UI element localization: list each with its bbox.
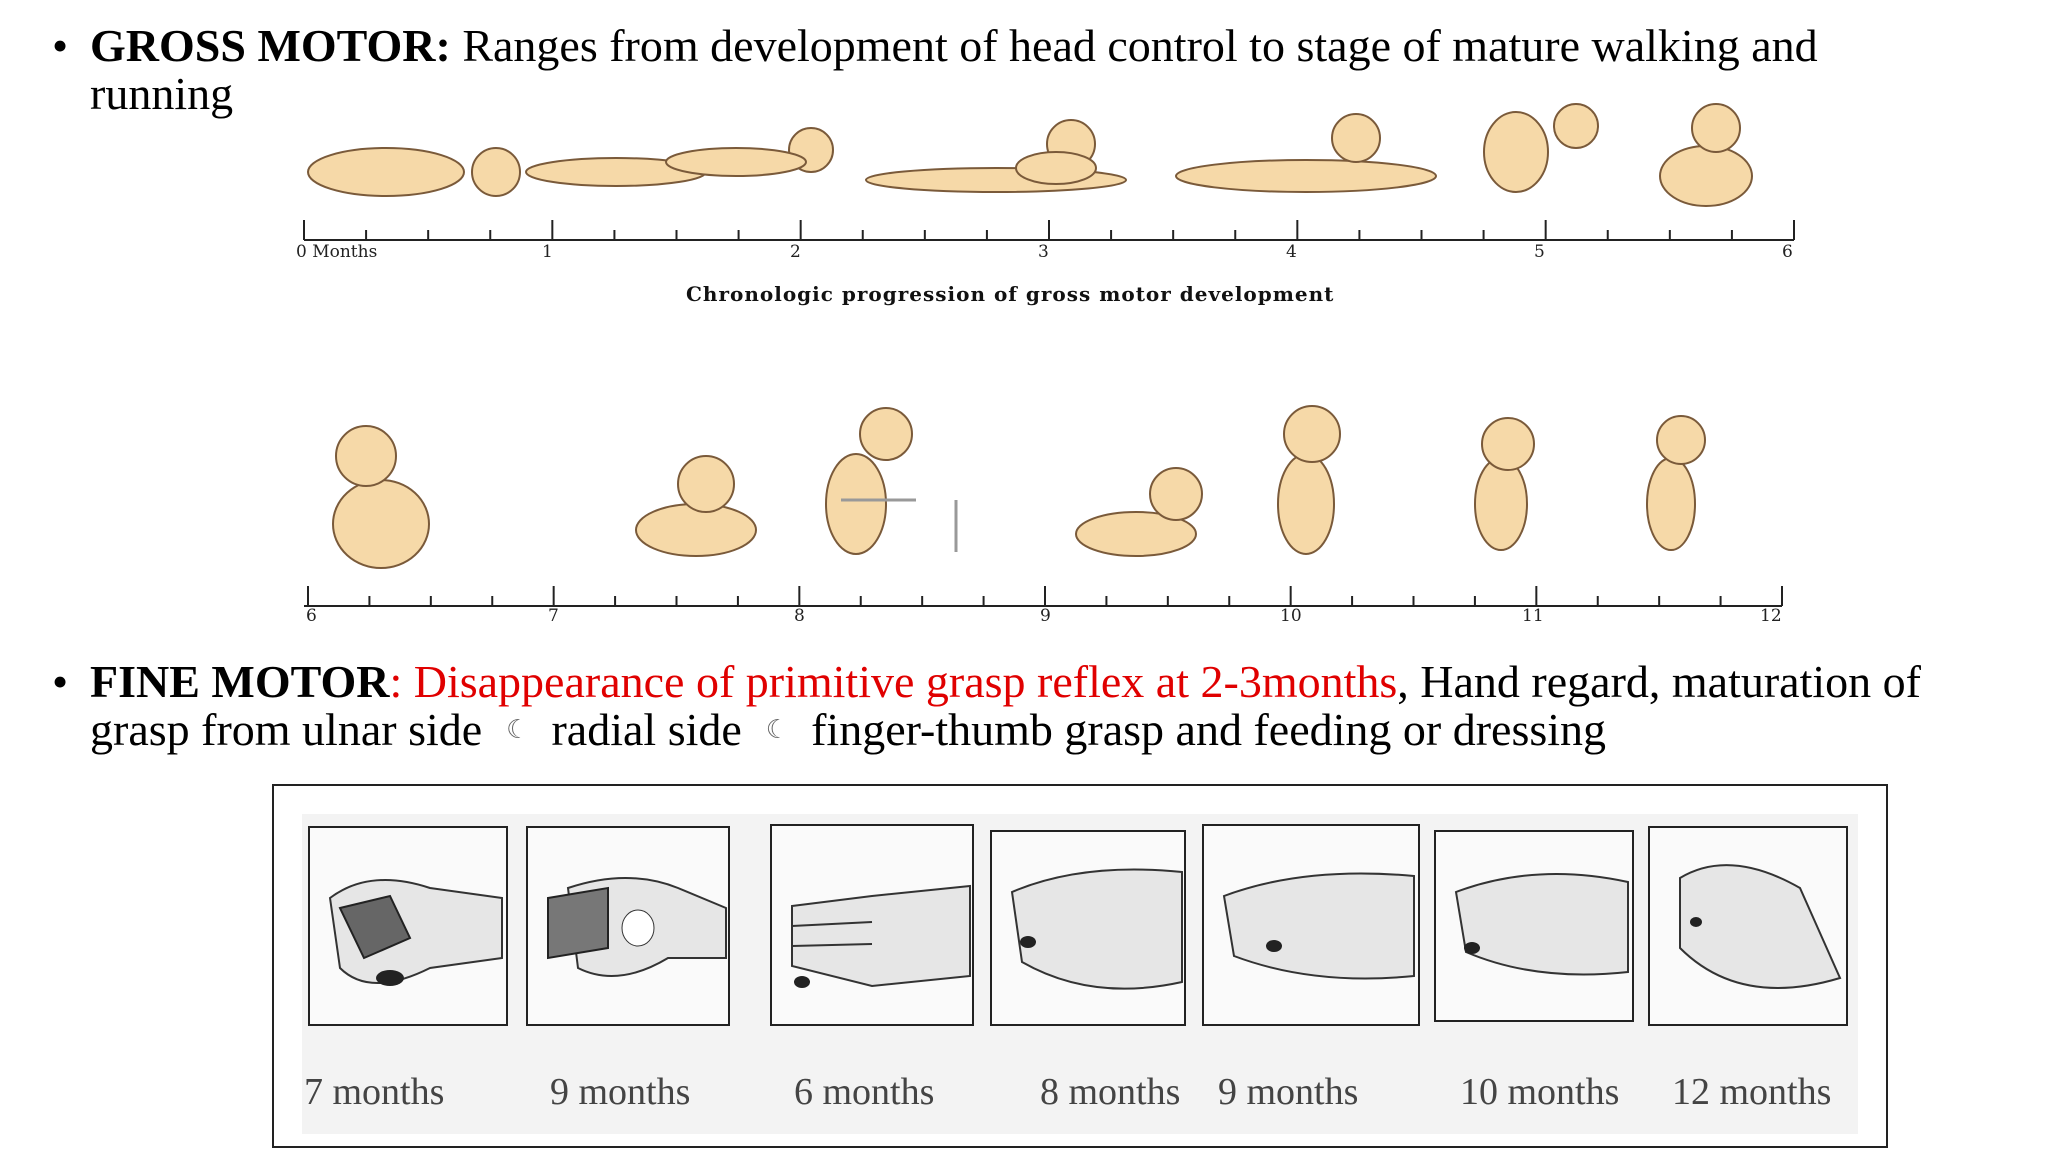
- grasp-panel-3: [770, 824, 974, 1026]
- fine-motor-text: FINE MOTOR: Disappearance of primitive g…: [90, 658, 2048, 754]
- tick-label: 10: [1280, 606, 1302, 626]
- fine-motor-heading: FINE MOTOR: [90, 656, 390, 707]
- tick-label: 1: [542, 242, 553, 262]
- tick-label: 0 Months: [296, 242, 378, 262]
- tick-label: 9: [1040, 606, 1051, 626]
- fine-motor-line2-part2: radial side: [551, 704, 742, 755]
- hand-fine-pincer-grasp-icon: [1679, 864, 1842, 989]
- fine-motor-text-after: , Hand regard, maturation of: [1397, 656, 1921, 707]
- grasp-panel-7: [1648, 826, 1848, 1026]
- hand-pincer-grasp-icon: [1222, 872, 1415, 980]
- grasp-age-label: 8 months: [1040, 1071, 1181, 1113]
- tick-label: 8: [794, 606, 805, 626]
- arrow-icon: ☾: [765, 715, 790, 745]
- grasp-panel-2: [526, 826, 730, 1026]
- hand-pincer-grasp-icon: [1454, 873, 1629, 976]
- grasp-age-label: 12 months: [1672, 1071, 1832, 1113]
- tick-label: 7: [548, 606, 559, 626]
- tick-label: 3: [1038, 242, 1049, 262]
- fine-motor-line2-part3: finger-thumb grasp and feeding or dressi…: [811, 704, 1607, 755]
- hand-cube-grasp-icon: [328, 879, 503, 986]
- grasp-panel-5: [1202, 824, 1420, 1026]
- tick-label: 5: [1534, 242, 1545, 262]
- gross-motor-heading: GROSS MOTOR:: [90, 20, 451, 71]
- grasp-age-label: 10 months: [1460, 1071, 1620, 1113]
- gross-motor-timeline-6-12: 6 7 8 9 10 11 12: [296, 404, 1806, 634]
- tick-label: 2: [790, 242, 801, 262]
- grasp-age-label: 9 months: [1218, 1071, 1359, 1113]
- hand-finger-grasp-icon: [791, 884, 971, 988]
- baby-illustrations-6-12: [304, 405, 1783, 607]
- hand-cube-grasp-icon: [547, 877, 727, 977]
- tick-label: 12: [1760, 606, 1782, 626]
- grasp-panel-4: [990, 830, 1186, 1026]
- hand-pincer-grasp-icon: [1010, 868, 1183, 990]
- baby-illustrations-0-6: [303, 103, 1795, 241]
- timeline-caption: Chronologic progression of gross motor d…: [686, 282, 1335, 306]
- fine-motor-line2-part1: grasp from ulnar side: [90, 704, 483, 755]
- grasp-age-label: 7 months: [304, 1071, 445, 1113]
- fine-motor-red-text: Disappearance of primitive grasp reflex …: [402, 656, 1398, 707]
- grasp-panel-6: [1434, 830, 1634, 1022]
- tick-label: 6: [1782, 242, 1793, 262]
- grasp-illustration-frame: 7 months 9 months 6 months 8 months 9 mo…: [272, 784, 1888, 1148]
- gross-motor-description: Ranges from development of head control …: [462, 20, 1818, 71]
- grasp-panel-1: [308, 826, 508, 1026]
- grasp-age-label: 6 months: [794, 1071, 935, 1113]
- gross-motor-description-line2: running: [90, 68, 234, 119]
- gross-motor-timeline-0-6: 0 Months 1 2 3 4 5 6 Chronologic progres…: [296, 100, 1806, 310]
- gross-motor-text: GROSS MOTOR: Ranges from development of …: [90, 22, 2048, 118]
- bullet-dot: •: [52, 20, 69, 71]
- fine-motor-colon: :: [389, 656, 403, 707]
- tick-label: 6: [306, 606, 317, 626]
- grasp-age-label: 9 months: [550, 1071, 691, 1113]
- arrow-icon: ☾: [506, 715, 530, 745]
- tick-label: 4: [1286, 242, 1297, 262]
- tick-label: 11: [1522, 606, 1544, 626]
- bullet-dot: •: [52, 656, 69, 707]
